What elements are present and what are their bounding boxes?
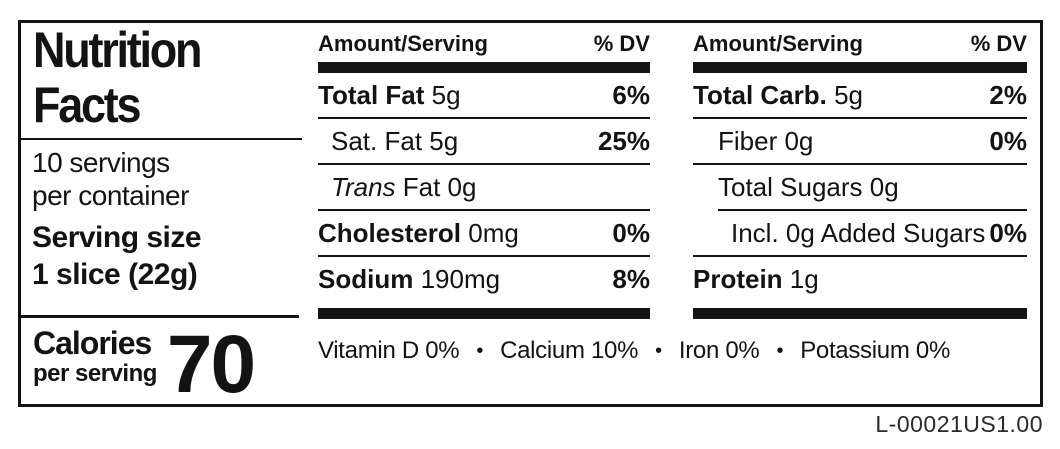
total-fat-row: Total Fat 5g 6% bbox=[318, 73, 650, 117]
trans-fat-label: Trans Fat 0g bbox=[331, 171, 477, 202]
panel-title-line1: Nutrition bbox=[33, 22, 202, 78]
total-fat-label: Total Fat 5g bbox=[318, 79, 461, 110]
thick-bar bbox=[318, 308, 650, 319]
thin-divider bbox=[693, 255, 1027, 257]
cholesterol-label: Cholesterol 0mg bbox=[318, 217, 519, 248]
total-carb-row: Total Carb. 5g 2% bbox=[693, 73, 1027, 117]
cholesterol-dv: 0% bbox=[612, 217, 650, 248]
potassium-value: Potassium 0% bbox=[800, 337, 950, 364]
total-fat-dv: 6% bbox=[612, 79, 650, 110]
sat-fat-label: Sat. Fat 5g bbox=[331, 125, 459, 156]
calories-sublabel: per serving bbox=[33, 360, 157, 387]
thin-divider bbox=[693, 117, 1027, 119]
calories-label: Calories bbox=[33, 325, 152, 361]
bullet-separator: • bbox=[655, 340, 662, 362]
calories-section: Calories per serving 70 bbox=[33, 319, 256, 410]
calories-words: Calories per serving bbox=[33, 326, 157, 387]
protein-label: Protein 1g bbox=[693, 263, 819, 294]
fat-column-header: Amount/Serving % DV bbox=[318, 33, 650, 55]
added-sugars-label: Incl. 0g Added Sugars bbox=[731, 217, 986, 248]
panel-left-column: Nutrition Facts 10 servings per containe… bbox=[21, 22, 302, 410]
thin-divider-indented bbox=[718, 209, 1027, 211]
thick-bar bbox=[693, 308, 1027, 319]
cholesterol-row: Cholesterol 0mg 0% bbox=[318, 211, 650, 255]
amount-serving-heading: Amount/Serving bbox=[318, 31, 488, 56]
sodium-row: Sodium 190mg 8% bbox=[318, 257, 650, 301]
carb-column: Amount/Serving % DV Total Carb. 5g 2% Fi… bbox=[693, 33, 1027, 319]
serving-size: Serving size 1 slice (22g) bbox=[32, 219, 202, 293]
thin-divider bbox=[693, 163, 1027, 165]
sodium-label: Sodium 190mg bbox=[318, 263, 501, 294]
percent-dv-heading: % DV bbox=[970, 31, 1027, 56]
trans-fat-row: Trans Fat 0g bbox=[318, 165, 650, 209]
panel-title: Nutrition Facts bbox=[33, 22, 202, 133]
iron-value: Iron 0% bbox=[678, 337, 760, 364]
sat-fat-row: Sat. Fat 5g 25% bbox=[318, 119, 650, 163]
protein-row: Protein 1g bbox=[693, 257, 1027, 301]
carb-column-header: Amount/Serving % DV bbox=[693, 33, 1027, 55]
thin-divider bbox=[318, 209, 650, 211]
added-sugars-row: Incl. 0g Added Sugars 0% bbox=[693, 211, 1027, 255]
amount-serving-heading: Amount/Serving bbox=[693, 31, 863, 56]
total-sugars-label: Total Sugars 0g bbox=[718, 171, 899, 202]
calcium-value: Calcium 10% bbox=[500, 337, 639, 364]
thin-divider bbox=[318, 255, 650, 257]
percent-dv-heading: % DV bbox=[593, 31, 650, 56]
bullet-separator: • bbox=[476, 340, 484, 362]
thick-bar bbox=[318, 62, 650, 73]
servings-per-container: 10 servings per container bbox=[32, 146, 189, 212]
servings-line2: per container bbox=[32, 180, 189, 211]
serving-size-label: Serving size bbox=[32, 221, 202, 254]
added-sugars-dv: 0% bbox=[989, 217, 1027, 248]
thin-divider bbox=[318, 117, 650, 119]
total-carb-dv: 2% bbox=[989, 79, 1027, 110]
bullet-separator: • bbox=[776, 340, 784, 362]
fat-column: Amount/Serving % DV Total Fat 5g 6% Sat.… bbox=[318, 33, 650, 319]
vitamin-d-value: Vitamin D 0% bbox=[318, 337, 460, 364]
fiber-row: Fiber 0g 0% bbox=[693, 119, 1027, 163]
micronutrient-line: Vitamin D 0% • Calcium 10% • Iron 0% • P… bbox=[318, 338, 1030, 364]
servings-line1: 10 servings bbox=[32, 147, 170, 178]
panel-title-line2: Facts bbox=[33, 77, 142, 133]
thick-bar bbox=[693, 62, 1027, 73]
calories-value: 70 bbox=[166, 319, 256, 410]
label-code: L-00021US1.00 bbox=[875, 411, 1043, 437]
sat-fat-dv: 25% bbox=[597, 125, 650, 156]
fiber-dv: 0% bbox=[989, 125, 1027, 156]
calories-divider bbox=[21, 315, 299, 318]
nutrition-facts-panel: Nutrition Facts 10 servings per containe… bbox=[18, 20, 1043, 407]
total-sugars-row: Total Sugars 0g bbox=[693, 165, 1027, 209]
thin-divider bbox=[318, 163, 650, 165]
serving-size-value: 1 slice (22g) bbox=[32, 258, 198, 291]
total-carb-label: Total Carb. 5g bbox=[693, 79, 864, 110]
title-divider bbox=[21, 138, 302, 140]
sodium-dv: 8% bbox=[612, 263, 650, 294]
fiber-label: Fiber 0g bbox=[718, 125, 814, 156]
